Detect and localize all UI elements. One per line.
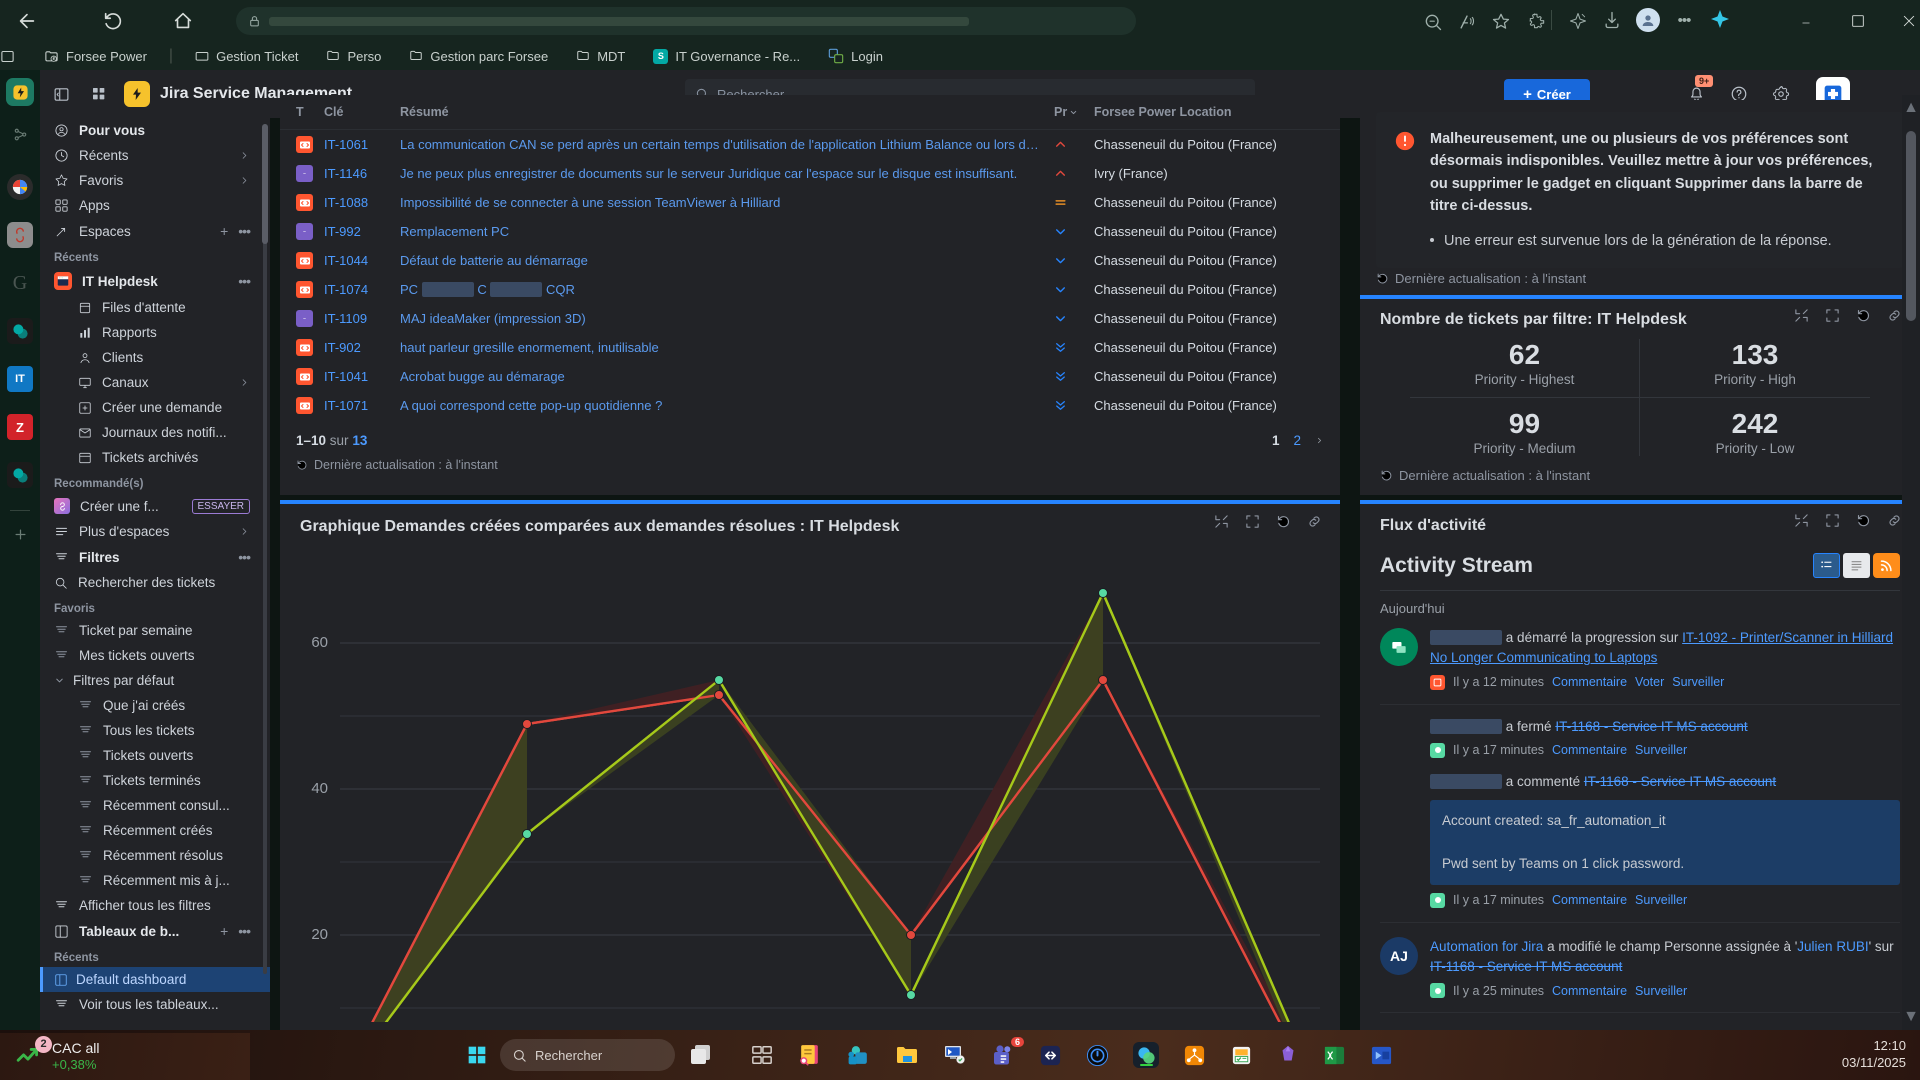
- svg-text:60: 60: [311, 634, 328, 651]
- svg-text:20: 20: [311, 926, 328, 943]
- svg-text:40: 40: [311, 780, 328, 797]
